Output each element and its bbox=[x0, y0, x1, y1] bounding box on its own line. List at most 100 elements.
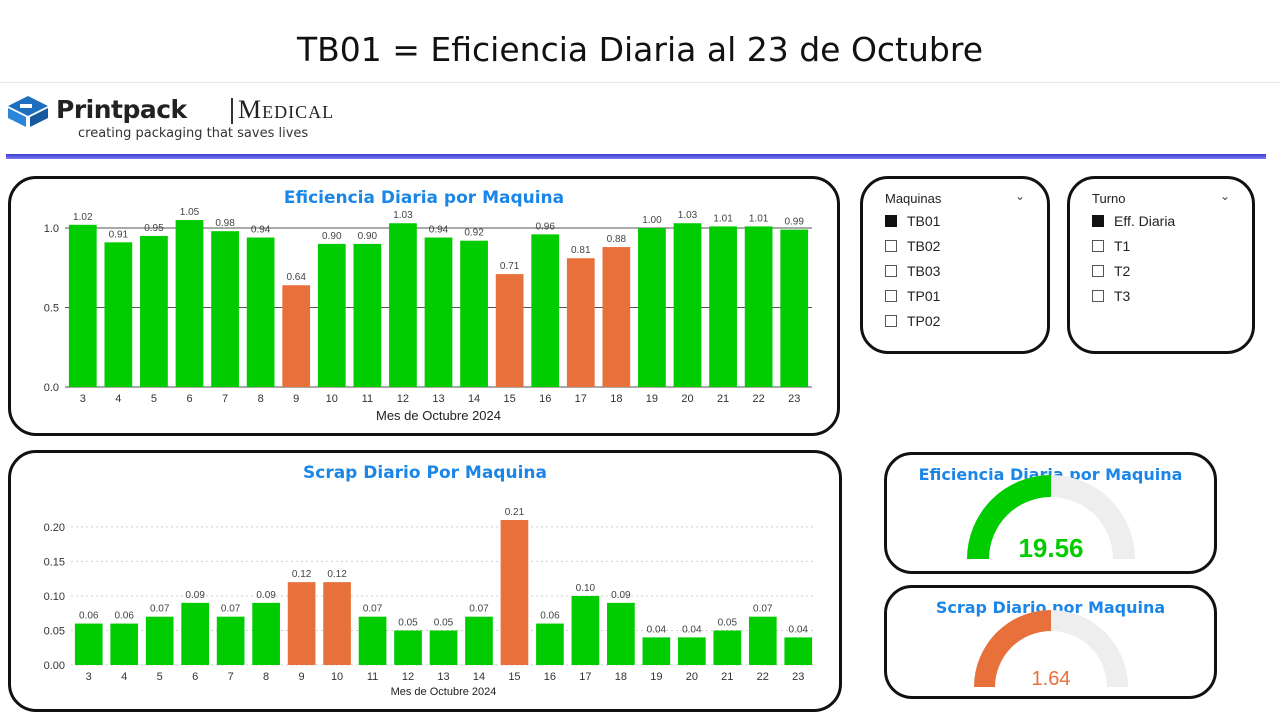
turno-slicer-header: Turno bbox=[1092, 191, 1126, 206]
bar bbox=[110, 623, 139, 665]
slicer-option[interactable]: TB02 bbox=[885, 238, 940, 254]
efficiency-chart-title: Eficiencia Diaria por Maquina bbox=[283, 188, 565, 208]
bar bbox=[282, 285, 311, 387]
slicer-option[interactable]: T3 bbox=[1092, 288, 1130, 304]
data-label: 0.04 bbox=[789, 624, 809, 635]
efficiency-chart: 0.0 0.5 1.0 1.02 3 0.91 4 0.95 5 1.05 6 0.98 7 0.94 8 0… bbox=[44, 207, 812, 423]
x-tick-label: 21 bbox=[721, 671, 733, 683]
efficiency-gauge-card: Eficiencia Diaria por Maquina 19.56 bbox=[884, 452, 1217, 574]
bar bbox=[394, 630, 422, 665]
slicer-option[interactable]: T2 bbox=[1092, 263, 1130, 279]
x-tick-label: 7 bbox=[228, 671, 234, 683]
maquinas-slicer: Maquinas ⌄ TB01 TB02 TB03 TP01 TP02 bbox=[860, 176, 1050, 354]
data-label: 0.07 bbox=[469, 604, 489, 615]
x-tick-label: 9 bbox=[299, 671, 305, 683]
scrap-chart-panel: Scrap Diario Por Maquina 0.00 0.05 0.10 0.1… bbox=[8, 450, 842, 712]
data-label: 1.03 bbox=[393, 210, 413, 221]
slicer-option[interactable]: TP01 bbox=[885, 288, 940, 304]
bar bbox=[353, 243, 382, 387]
data-label: 1.01 bbox=[713, 213, 733, 224]
slicer-option-label: T2 bbox=[1114, 263, 1131, 279]
logo-tagline: creating packaging that saves lives bbox=[78, 126, 309, 141]
scrap-gauge-title: Scrap Diario por Maquina bbox=[935, 598, 1166, 617]
bar bbox=[748, 616, 777, 665]
bar bbox=[465, 616, 493, 665]
scrap-chart-title: Scrap Diario Por Maquina bbox=[303, 463, 547, 483]
bar bbox=[713, 630, 742, 665]
x-tick-label: 4 bbox=[115, 393, 121, 405]
data-label: 0.04 bbox=[647, 624, 667, 635]
logo-brand: Printpack bbox=[56, 95, 187, 124]
checkbox[interactable] bbox=[1092, 265, 1104, 277]
x-tick-label: 17 bbox=[575, 393, 587, 405]
data-label: 0.94 bbox=[251, 225, 271, 236]
x-tick-label: 19 bbox=[650, 671, 662, 683]
slicer-option-label: TB02 bbox=[907, 238, 941, 254]
data-label: 0.07 bbox=[221, 604, 241, 615]
bar bbox=[246, 237, 275, 387]
efficiency-chart-panel: Eficiencia Diaria por Maquina 0.0 0.5 1.0 1… bbox=[8, 176, 840, 436]
data-label: 0.90 bbox=[358, 231, 378, 242]
y-tick-label: 0.5 bbox=[44, 303, 59, 315]
data-label: 0.12 bbox=[327, 569, 347, 580]
data-label: 0.90 bbox=[322, 231, 342, 242]
data-label: 0.71 bbox=[500, 261, 520, 272]
checkbox[interactable] bbox=[1092, 240, 1104, 252]
bar bbox=[571, 595, 600, 665]
checkbox[interactable] bbox=[885, 265, 897, 277]
x-tick-label: 13 bbox=[432, 393, 444, 405]
bar bbox=[140, 235, 168, 387]
data-label: 0.99 bbox=[784, 217, 804, 228]
x-tick-label: 22 bbox=[753, 393, 765, 405]
bar bbox=[500, 520, 529, 665]
slicer-option[interactable]: T1 bbox=[1092, 238, 1130, 254]
data-label: 0.81 bbox=[571, 245, 591, 256]
bar bbox=[460, 240, 488, 387]
data-label: 0.06 bbox=[114, 611, 134, 622]
x-tick-label: 14 bbox=[468, 393, 480, 405]
checkbox[interactable] bbox=[885, 315, 897, 327]
slicer-option[interactable]: TB01 bbox=[885, 213, 940, 229]
bar bbox=[638, 228, 666, 387]
slicer-option[interactable]: Eff. Diaria bbox=[1092, 213, 1175, 229]
bar bbox=[216, 616, 245, 665]
scrap-gauge: 1.64 bbox=[974, 610, 1128, 690]
data-label: 0.09 bbox=[611, 590, 631, 601]
data-label: 0.07 bbox=[753, 604, 773, 615]
chevron-down-icon[interactable]: ⌄ bbox=[1219, 189, 1230, 203]
data-label: 0.88 bbox=[607, 234, 627, 245]
checkbox[interactable] bbox=[885, 240, 897, 252]
slicer-option[interactable]: TP02 bbox=[885, 313, 940, 329]
x-tick-label: 6 bbox=[192, 671, 198, 683]
bar bbox=[317, 243, 346, 387]
slicer-option-label: T1 bbox=[1114, 238, 1131, 254]
scrap-gauge-card: Scrap Diario por Maquina 1.64 bbox=[884, 585, 1217, 699]
x-tick-label: 6 bbox=[186, 393, 192, 405]
bar bbox=[323, 582, 351, 665]
bar bbox=[566, 258, 595, 387]
bar bbox=[677, 637, 706, 665]
gauge-fill bbox=[974, 610, 1051, 687]
slicer-option-label: TP01 bbox=[907, 288, 941, 304]
data-label: 1.05 bbox=[180, 207, 200, 218]
checkbox[interactable] bbox=[1092, 290, 1104, 302]
chevron-down-icon[interactable]: ⌄ bbox=[1014, 189, 1025, 203]
x-tick-label: 17 bbox=[579, 671, 591, 683]
checkbox[interactable] bbox=[885, 290, 897, 302]
x-tick-label: 18 bbox=[615, 671, 627, 683]
x-tick-label: 18 bbox=[610, 393, 622, 405]
bar bbox=[145, 616, 174, 665]
x-tick-label: 13 bbox=[437, 671, 449, 683]
slicer-option[interactable]: TB03 bbox=[885, 263, 940, 279]
checkbox[interactable] bbox=[1092, 215, 1104, 227]
slide-title: TB01 = Eficiencia Diaria al 23 de Octubr… bbox=[296, 30, 984, 69]
x-tick-label: 23 bbox=[792, 671, 804, 683]
x-tick-label: 16 bbox=[544, 671, 556, 683]
turno-slicer: Turno ⌄ Eff. Diaria T1 T2 T3 bbox=[1067, 176, 1255, 354]
checkbox[interactable] bbox=[885, 215, 897, 227]
logo-separator bbox=[231, 98, 233, 124]
x-tick-label: 19 bbox=[646, 393, 658, 405]
data-label: 0.04 bbox=[682, 624, 702, 635]
bar bbox=[780, 229, 809, 387]
bar bbox=[389, 223, 417, 387]
